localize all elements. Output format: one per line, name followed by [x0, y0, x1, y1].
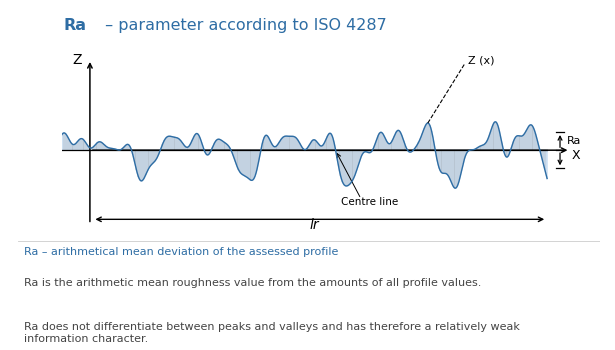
Text: Z: Z — [73, 53, 82, 67]
Text: Ra: Ra — [64, 19, 87, 34]
Text: lr: lr — [310, 218, 319, 232]
Text: Ra is the arithmetic mean roughness value from the amounts of all profile values: Ra is the arithmetic mean roughness valu… — [24, 278, 482, 288]
Text: X: X — [572, 149, 581, 162]
Text: Ra: Ra — [567, 136, 581, 146]
Text: – parameter according to ISO 4287: – parameter according to ISO 4287 — [100, 19, 387, 34]
Text: Ra does not differentiate between peaks and valleys and has therefore a relative: Ra does not differentiate between peaks … — [24, 322, 520, 344]
Text: Z (x): Z (x) — [467, 56, 494, 66]
Text: Ra – arithmetical mean deviation of the assessed profile: Ra – arithmetical mean deviation of the … — [24, 247, 339, 257]
Text: Centre line: Centre line — [341, 197, 399, 207]
